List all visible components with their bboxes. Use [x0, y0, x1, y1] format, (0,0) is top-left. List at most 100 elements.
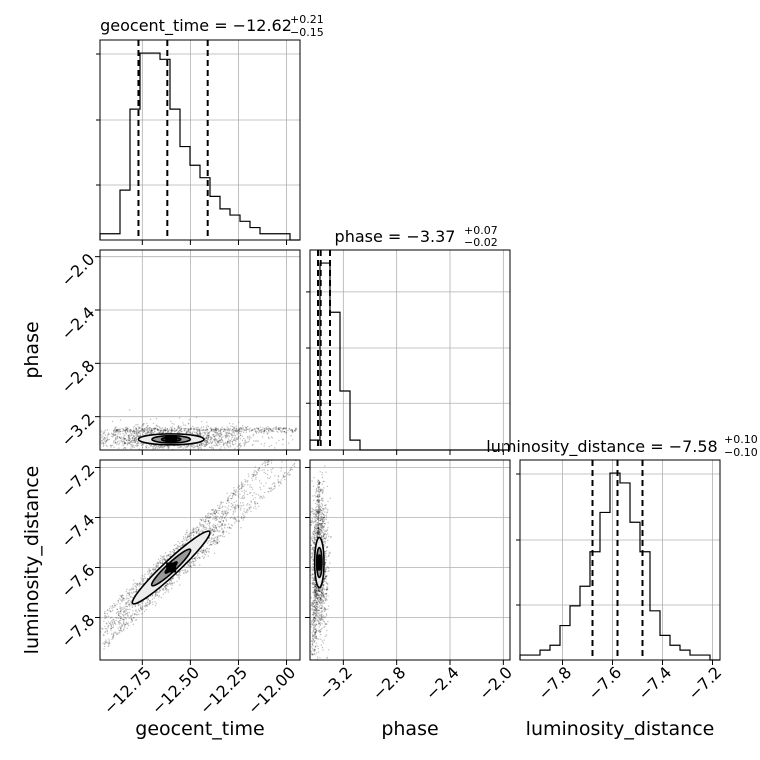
sample-point: [210, 513, 212, 516]
sample-point: [284, 431, 286, 433]
sample-point: [232, 504, 234, 507]
sample-point: [210, 429, 213, 431]
sample-point: [222, 505, 224, 508]
sample-point: [317, 518, 320, 520]
sample-point: [311, 643, 314, 645]
sample-point: [127, 431, 129, 433]
sample-point: [270, 490, 272, 493]
sample-point: [311, 568, 313, 570]
sample-point: [238, 444, 240, 447]
sample-point: [263, 430, 266, 432]
sample-point: [222, 533, 224, 535]
sample-point: [222, 440, 224, 442]
sample-point: [283, 428, 285, 430]
sample-point: [205, 517, 207, 520]
sample-point: [230, 527, 232, 529]
sample-point: [214, 427, 217, 429]
sample-point: [217, 515, 219, 518]
sample-point: [105, 437, 107, 439]
sample-point: [133, 437, 136, 440]
sample-point: [180, 427, 182, 430]
sample-point: [117, 632, 119, 634]
sample-point: [122, 622, 125, 624]
sample-point: [190, 444, 192, 446]
sample-point: [246, 428, 248, 430]
sample-point: [150, 445, 152, 447]
sample-point: [254, 440, 257, 442]
sample-point: [171, 422, 173, 425]
sample-point: [212, 542, 214, 544]
sample-point: [328, 570, 330, 572]
sample-point: [318, 618, 320, 620]
sample-point: [181, 540, 183, 543]
sample-point: [197, 429, 200, 431]
sample-point: [316, 484, 319, 486]
sample-point: [188, 535, 190, 537]
sample-point: [229, 442, 231, 444]
sample-point: [313, 537, 315, 539]
sample-point: [237, 506, 240, 508]
sample-point: [145, 605, 147, 607]
sample-point: [246, 481, 249, 483]
sample-point: [106, 623, 108, 625]
sample-point: [283, 427, 285, 429]
sample-point: [193, 564, 195, 566]
sample-point: [119, 433, 121, 435]
sample-point: [317, 533, 319, 535]
sample-point: [162, 431, 164, 433]
sample-point: [207, 429, 209, 431]
sample-point: [220, 441, 222, 444]
sample-point: [322, 535, 324, 538]
sample-point: [322, 508, 324, 510]
sample-point: [224, 525, 226, 527]
sample-point: [147, 425, 149, 427]
sample-point: [321, 492, 324, 495]
sample-point: [122, 440, 124, 442]
sample-point: [268, 487, 270, 489]
sample-point: [162, 588, 165, 590]
sample-point: [222, 428, 224, 430]
title-geocent-time-minus: −0.15: [290, 26, 324, 39]
sample-point: [110, 633, 113, 635]
sample-point: [147, 573, 149, 575]
sample-point: [219, 515, 222, 518]
sample-point: [178, 573, 180, 576]
sample-point: [123, 599, 125, 601]
sample-point: [166, 590, 168, 592]
sample-point: [211, 445, 213, 447]
sample-point: [198, 527, 200, 529]
sample-point: [153, 569, 155, 571]
sample-point: [317, 600, 320, 602]
sample-point: [207, 437, 209, 439]
sample-point: [244, 443, 246, 445]
sample-point: [267, 432, 269, 434]
sample-point: [206, 523, 208, 525]
sample-point: [172, 550, 174, 553]
sample-point: [187, 429, 190, 431]
sample-point: [141, 430, 143, 432]
sample-point: [135, 619, 137, 621]
corner-panels: −7.8 −7.6 −7.4 −7.2−2.0−2.4−2.8−3.2−12.75−1…: [57, 39, 725, 718]
sample-point: [231, 516, 233, 518]
sample-point: [198, 430, 200, 433]
sample-point: [101, 436, 103, 439]
sample-point: [201, 444, 203, 446]
sample-point: [147, 427, 149, 429]
sample-point: [270, 487, 273, 489]
sample-point: [161, 559, 164, 561]
sample-point: [320, 515, 322, 518]
sample-point: [270, 462, 273, 464]
sample-point: [290, 466, 292, 469]
sample-point: [130, 617, 132, 619]
sample-point: [292, 464, 294, 466]
sample-point: [252, 479, 254, 481]
sample-point: [311, 565, 314, 568]
sample-point: [206, 440, 208, 442]
sample-point: [128, 442, 131, 444]
sample-point: [123, 627, 126, 629]
sample-point: [214, 509, 216, 511]
sample-point: [188, 562, 190, 564]
sample-point: [208, 520, 210, 522]
sample-point: [149, 429, 151, 432]
sample-point: [184, 424, 187, 427]
